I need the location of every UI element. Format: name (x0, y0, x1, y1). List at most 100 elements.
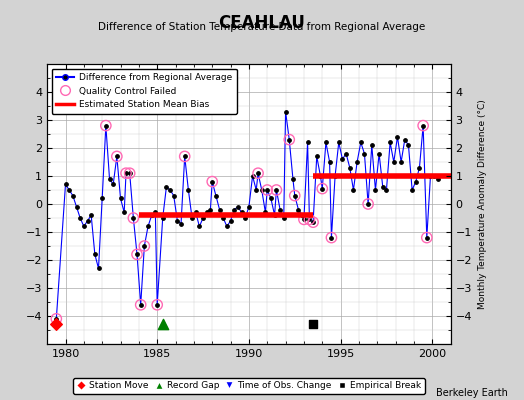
Point (241, 215, 249, 221)
Point (122, 170, 130, 176)
Point (325, 159, 334, 165)
Point (144, 223, 152, 230)
Point (328, 234, 336, 241)
Point (331, 173, 340, 179)
Point (215, 206, 224, 213)
Point (339, 156, 347, 162)
Point (113, 153, 121, 160)
Point (423, 234, 431, 241)
Point (80, 223, 88, 230)
Point (72, 204, 81, 210)
Point (335, 139, 343, 146)
Point (120, 209, 128, 216)
Point (294, 206, 303, 213)
Point (223, 223, 231, 230)
Point (208, 178, 216, 185)
Point (109, 181, 117, 188)
Point (390, 159, 398, 165)
Point (159, 321, 167, 328)
Legend: Station Move, Record Gap, Time of Obs. Change, Empirical Break: Station Move, Record Gap, Time of Obs. C… (73, 378, 424, 394)
Point (318, 185, 326, 192)
Point (290, 192, 299, 199)
Point (162, 184, 171, 190)
Point (281, 108, 290, 115)
Point (405, 142, 413, 148)
Point (102, 122, 110, 129)
Point (368, 142, 376, 148)
Point (148, 212, 156, 218)
Point (252, 187, 260, 193)
Point (129, 215, 138, 221)
Point (184, 187, 193, 193)
Point (342, 150, 350, 157)
Point (361, 150, 369, 157)
Point (140, 243, 149, 249)
Point (166, 187, 174, 193)
Point (87, 212, 95, 218)
Point (126, 170, 134, 176)
Point (412, 178, 420, 185)
Point (61, 181, 70, 188)
Point (309, 219, 318, 225)
Point (309, 219, 318, 225)
Point (195, 223, 204, 230)
Point (83, 218, 92, 224)
Point (427, 173, 435, 179)
Point (206, 206, 215, 213)
Point (378, 184, 387, 190)
Point (383, 187, 391, 193)
Point (272, 187, 281, 193)
Text: Berkeley Earth: Berkeley Earth (436, 388, 508, 398)
Point (180, 153, 189, 160)
Point (191, 209, 200, 216)
Point (254, 170, 262, 176)
Point (408, 187, 417, 193)
Text: Difference of Station Temperature Data from Regional Average: Difference of Station Temperature Data f… (99, 22, 425, 32)
Point (419, 122, 428, 129)
Point (177, 220, 185, 227)
Point (303, 139, 312, 146)
Point (52, 316, 61, 322)
Point (65, 187, 73, 193)
Point (364, 201, 373, 207)
Point (263, 187, 271, 193)
Point (170, 192, 178, 199)
Point (318, 185, 326, 192)
Point (237, 209, 246, 216)
Point (137, 302, 145, 308)
Point (353, 159, 362, 165)
Point (116, 195, 125, 202)
Point (91, 251, 99, 258)
Point (386, 139, 395, 146)
Point (94, 265, 103, 272)
Point (126, 170, 134, 176)
Point (254, 170, 262, 176)
Point (397, 159, 406, 165)
Point (203, 209, 211, 216)
Point (434, 176, 442, 182)
Point (316, 173, 325, 179)
Point (289, 176, 297, 182)
Point (423, 234, 431, 241)
Point (305, 216, 313, 222)
Point (69, 192, 77, 199)
Point (140, 243, 149, 249)
Point (328, 234, 336, 241)
Text: CEAHLAU: CEAHLAU (219, 14, 305, 32)
Point (199, 215, 208, 221)
Point (309, 321, 318, 328)
Point (267, 195, 275, 202)
Point (226, 218, 235, 224)
Point (98, 195, 106, 202)
Point (393, 134, 401, 140)
Y-axis label: Monthly Temperature Anomaly Difference (°C): Monthly Temperature Anomaly Difference (… (477, 99, 487, 309)
Point (173, 218, 182, 224)
Point (133, 251, 141, 258)
Point (372, 187, 380, 193)
Point (300, 216, 308, 222)
Point (258, 187, 266, 193)
Point (430, 173, 438, 179)
Point (356, 139, 365, 146)
Point (401, 136, 409, 143)
Point (113, 153, 121, 160)
